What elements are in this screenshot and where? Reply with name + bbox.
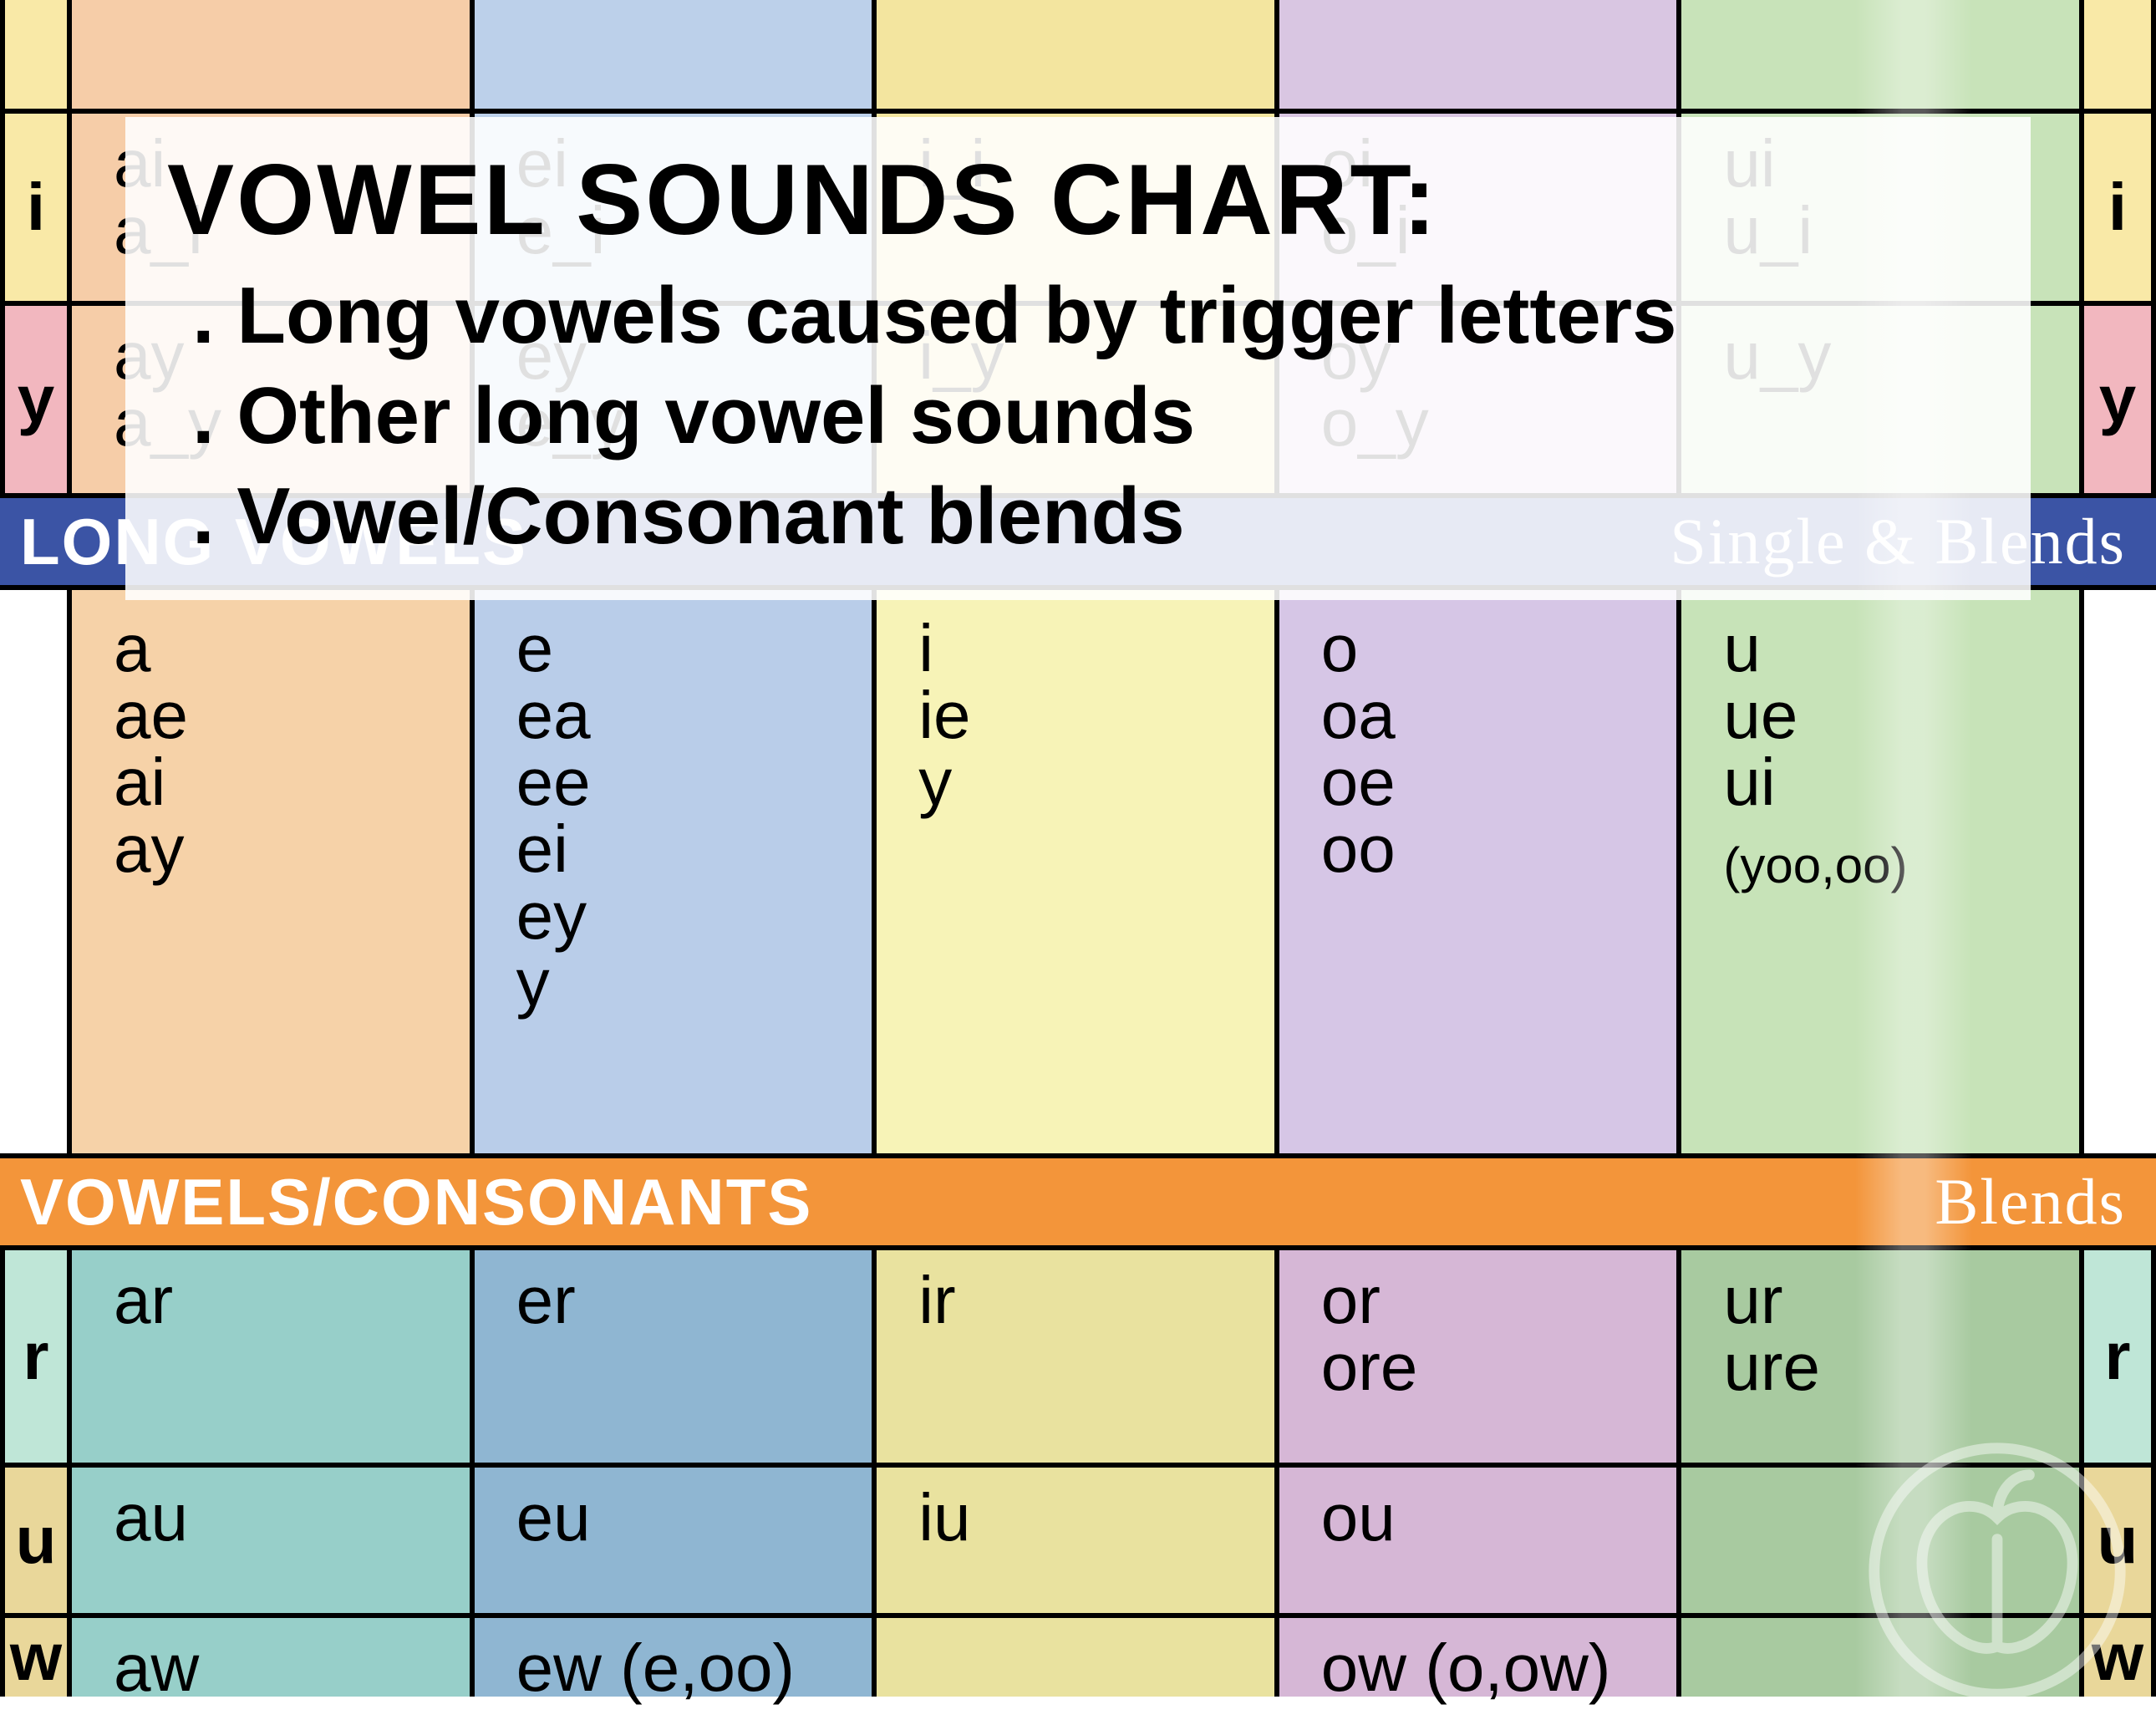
cell: au [72, 1468, 475, 1613]
banner-vc-right: Blends [1935, 1164, 2126, 1239]
cell-text: y [918, 749, 952, 816]
title-overlay: VOWEL SOUNDS CHART: . Long vowels caused… [125, 117, 2031, 600]
cell: ir [877, 1250, 1279, 1463]
cell: ar [72, 1250, 475, 1463]
cell-text: ay [114, 816, 185, 883]
cell-text: oo [1321, 816, 1396, 883]
cell: orore [1279, 1250, 1682, 1463]
partial-i [877, 0, 1279, 109]
cell: ou [1279, 1468, 1682, 1613]
long-vowel-cell: eeaeeeieyy [475, 590, 877, 1153]
cell [877, 1618, 1279, 1697]
cell: ow (o,ow) [1279, 1618, 1682, 1697]
cell-text: ore [1321, 1334, 1418, 1401]
vc-row: rarerirororeururer [0, 1245, 2156, 1463]
cell-text: au [114, 1484, 188, 1551]
long-vowels-row: aaeaiayeeaeeeieyyiieyooaoeoouueui(yoo,oo… [0, 585, 2156, 1153]
side-blank-r [2084, 0, 2156, 109]
cell-text: oa [1321, 682, 1396, 749]
title-bullet-2: . Other long vowel sounds [192, 366, 1989, 466]
long-vowel-cell: ooaoeoo [1279, 590, 1682, 1153]
cell-text: ur [1723, 1267, 1782, 1334]
partial-u [1681, 0, 2084, 109]
cell-text: a [114, 615, 151, 682]
partial-e [475, 0, 877, 109]
title-bullet-1: . Long vowels caused by trigger letters [192, 266, 1989, 366]
side-label-left: w [0, 1618, 72, 1697]
cell-text: or [1321, 1267, 1381, 1334]
cell: urure [1681, 1250, 2084, 1463]
cell-text: ew (e,oo) [516, 1635, 795, 1702]
cell-text: ar [114, 1267, 173, 1334]
cell: ew (e,oo) [475, 1618, 877, 1697]
watermark-apple-icon [1864, 1437, 2131, 1705]
vc-rows-group: rarerirororeurureruaueuiuouuwawew (e,oo)… [0, 1245, 2156, 1697]
cell-text: er [516, 1267, 576, 1334]
side-label-right: i [2084, 114, 2156, 301]
margin-right [2084, 590, 2156, 1153]
cell-text: ee [516, 749, 591, 816]
margin-left [0, 590, 72, 1153]
cell: eu [475, 1468, 877, 1613]
chart-title: VOWEL SOUNDS CHART: [167, 142, 1989, 257]
side-label-left: i [0, 114, 72, 301]
side-label-right: r [2084, 1250, 2156, 1463]
side-label-left: u [0, 1468, 72, 1613]
banner-vowels-consonants: VOWELS/CONSONANTS Blends [0, 1153, 2156, 1245]
cell-text: ou [1321, 1484, 1396, 1551]
cell-text: eu [516, 1484, 591, 1551]
cell: er [475, 1250, 877, 1463]
cell-text: ai [114, 749, 165, 816]
cell-text: ir [918, 1267, 955, 1334]
cell: aw [72, 1618, 475, 1697]
long-vowel-cell: uueui (yoo,oo) [1681, 590, 2084, 1153]
cell-text: ae [114, 682, 188, 749]
cell-text: ui [1723, 749, 1775, 816]
title-bullet-3: . Vowel/Consonant blends [192, 466, 1989, 567]
cell-text: oe [1321, 749, 1396, 816]
cell-text: ure [1723, 1334, 1820, 1401]
side-label-left: y [0, 306, 72, 493]
side-blank [0, 0, 72, 109]
cell-text: ey [516, 883, 587, 949]
cell-text: y [516, 949, 550, 1016]
cell-text: ea [516, 682, 591, 749]
cell-text: ei [516, 816, 568, 883]
cell-text: i [918, 615, 933, 682]
cell-text: iu [918, 1484, 970, 1551]
partial-o [1279, 0, 1682, 109]
long-vowel-cell: iiey [877, 590, 1279, 1153]
banner-vc-left: VOWELS/CONSONANTS [20, 1164, 812, 1240]
cell-note: (yoo,oo) [1723, 841, 1907, 891]
vc-row: uaueuiuouu [0, 1463, 2156, 1613]
vc-row: wawew (e,oo)ow (o,ow)w [0, 1613, 2156, 1697]
cell-text: e [516, 615, 554, 682]
cell-text: aw [114, 1635, 199, 1702]
long-vowel-cell: aaeaiay [72, 590, 475, 1153]
side-label-right: y [2084, 306, 2156, 493]
side-label-left: r [0, 1250, 72, 1463]
cell-text: u [1723, 615, 1761, 682]
cell-text: ie [918, 682, 970, 749]
cell-text: ow (o,ow) [1321, 1635, 1611, 1702]
cell: iu [877, 1468, 1279, 1613]
partial-a [72, 0, 475, 109]
cell-text: o [1321, 615, 1359, 682]
cell-text: ue [1723, 682, 1798, 749]
top-partial-row [0, 0, 2156, 109]
